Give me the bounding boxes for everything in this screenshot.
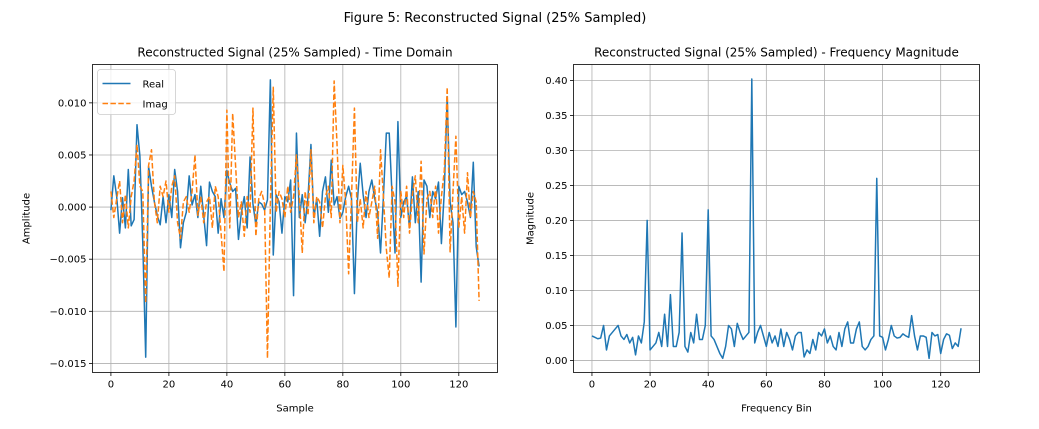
subplot-title: Reconstructed Signal (25% Sampled) - Fre… [594,46,959,60]
frequency-magnitude-plot: 0 20 40 60 80 100 120 0.00 0.05 0.10 0.15 0.20 0.25 0… [526,46,980,415]
x-axis-label: Sample [276,404,314,415]
y-axis-label: Amplitude [22,193,33,244]
legend-label-real: Real [143,80,165,91]
x-tick-label: 80 [818,380,831,391]
y-tick-label: 0.15 [545,251,567,262]
series-line-real [110,79,480,358]
y-tick-label: 0.25 [545,181,567,192]
x-tick-label: 60 [278,380,291,391]
x-tick-label: 80 [336,380,349,391]
axes-frame [92,64,498,373]
legend-label-imag: Imag [143,100,168,111]
y-tick-label: 0.40 [545,76,567,87]
y-axis-label: Magnitude [526,192,537,245]
x-tick-label: 20 [644,380,657,391]
x-tick-label: 40 [702,380,715,391]
series-line-magnitude [591,78,962,360]
x-tick-label: 100 [873,380,892,391]
x-tick-label: 40 [221,380,234,391]
y-tick-label: −0.010 [49,307,86,318]
time-domain-plot: 0 20 40 60 80 100 120 −0.015 −0.010 −0.005 0.000 0.… [22,46,498,415]
x-tick-label: 100 [391,380,410,391]
x-tick-label: 20 [163,380,176,391]
y-tick-label: 0.000 [58,203,87,214]
subplot-title: Reconstructed Signal (25% Sampled) - Tim… [137,46,452,60]
legend-box [97,69,176,115]
x-tick-label: 0 [589,380,595,391]
axes-frame [573,64,980,373]
x-tick-label: 60 [760,380,773,391]
y-tick-label: 0.00 [545,356,567,367]
legend: Real Imag [97,69,176,115]
y-tick-label: 0.35 [545,111,567,122]
y-tick-label: −0.015 [49,359,86,370]
y-tick-label: 0.20 [545,216,567,227]
x-tick-label: 120 [449,380,468,391]
y-tick-label: 0.05 [545,321,567,332]
y-tick-label: −0.005 [49,255,86,266]
x-tick-label: 0 [108,380,114,391]
y-tick-label: 0.005 [58,150,87,161]
y-tick-label: 0.010 [58,98,87,109]
y-tick-label: 0.30 [545,146,567,157]
x-axis-label: Frequency Bin [741,404,812,415]
series-line-imag [110,80,480,359]
figure-title: Figure 5: Reconstructed Signal (25% Samp… [344,11,647,26]
y-tick-label: 0.10 [545,286,567,297]
x-tick-label: 120 [931,380,950,391]
